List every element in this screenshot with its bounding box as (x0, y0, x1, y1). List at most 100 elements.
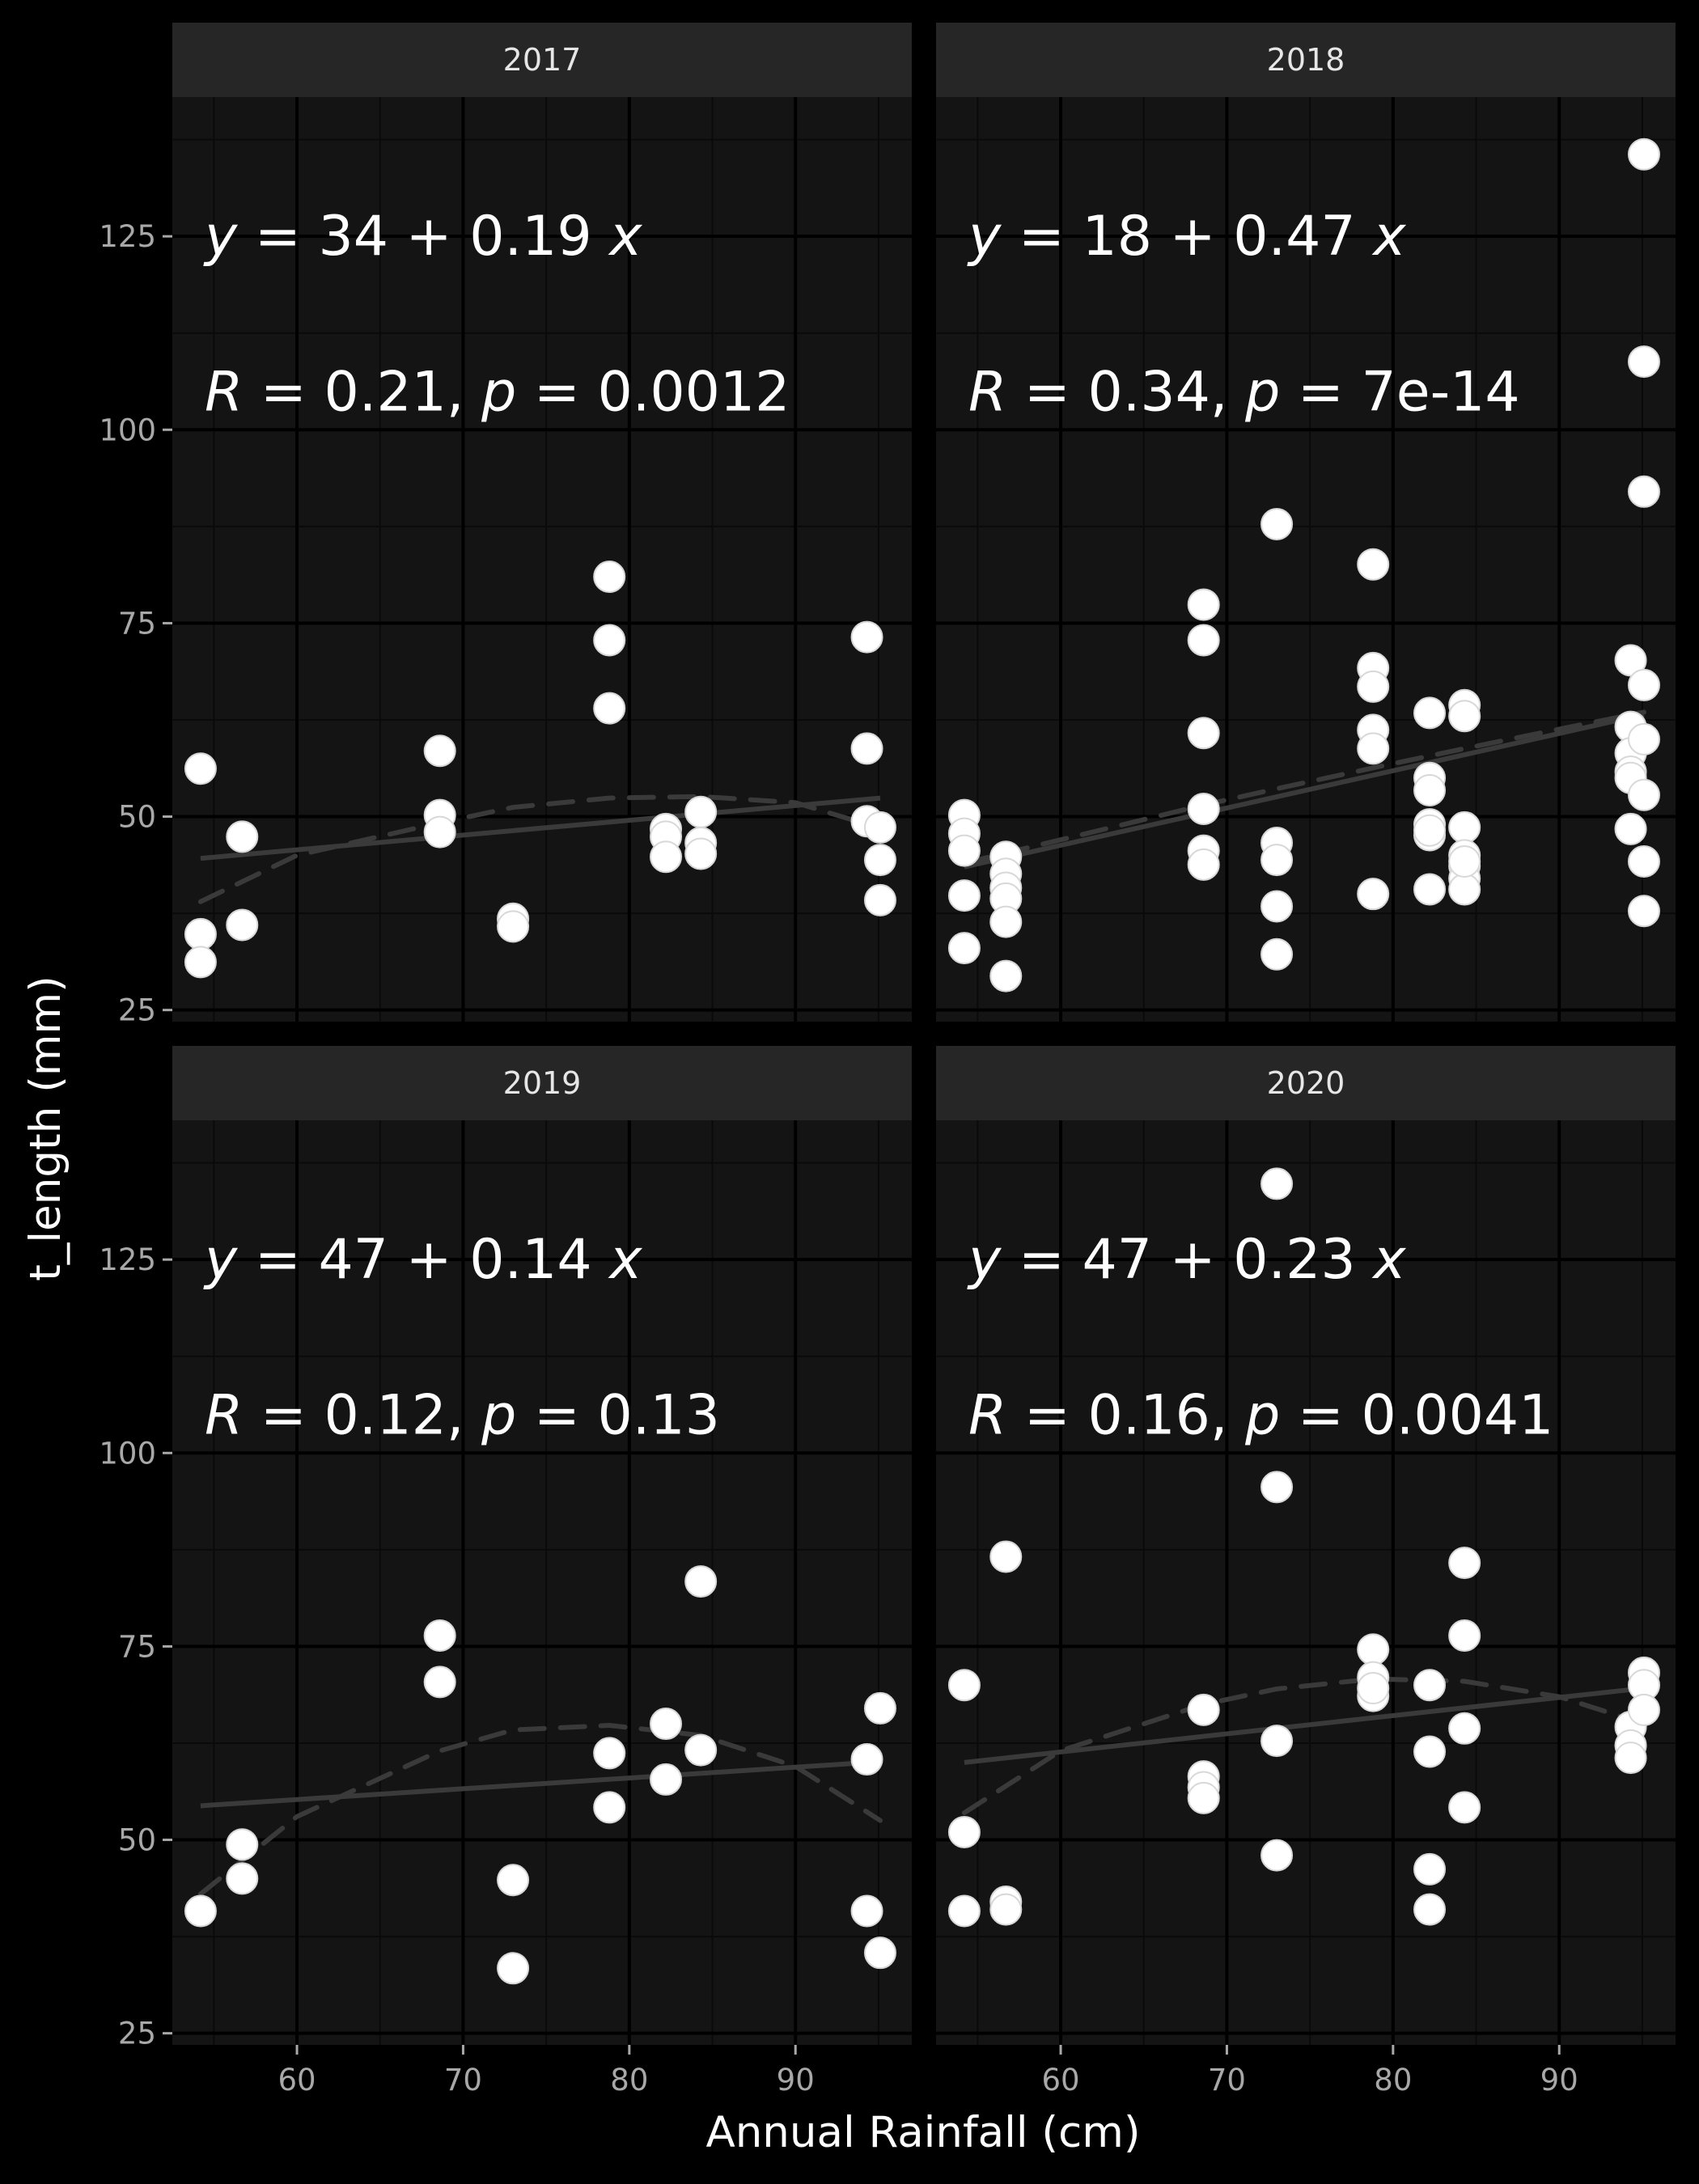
smooth-curve-2018 (961, 709, 1646, 866)
strip-label-2019: 2019 (503, 1065, 582, 1101)
equation-label-2020: y = 47 + 0.23 x (967, 1228, 1406, 1292)
data-point (1448, 700, 1481, 733)
data-point (1260, 844, 1294, 877)
data-point (989, 905, 1023, 938)
data-point (684, 1565, 718, 1598)
data-point (684, 837, 718, 870)
gridlines-2018 (936, 97, 1676, 1022)
panel-2019: 2019 y = 47 + 0.14 x R = 0.12, p = 0.13 (172, 1046, 912, 2045)
data-point (1357, 878, 1390, 911)
data-point (1187, 624, 1220, 657)
equation-label-2018: y = 18 + 0.47 x (967, 205, 1406, 269)
strip-2020 (936, 1046, 1676, 1120)
y-tick-label: 25 (118, 993, 156, 1028)
data-point (184, 1894, 217, 1928)
strip-2017 (172, 23, 912, 97)
data-point (1448, 811, 1481, 844)
data-point (1413, 1893, 1447, 1926)
data-point (423, 815, 456, 849)
data-point (1260, 1725, 1294, 1758)
data-point (1448, 1619, 1481, 1653)
data-point (1614, 812, 1647, 845)
y-tick-label: 100 (99, 413, 156, 447)
data-point (947, 1669, 981, 1702)
panel-2017: 2017 y = 34 + 0.19 x R = 0.21, p = 0.0012 (172, 23, 912, 1022)
x-tick-label: 90 (777, 2063, 815, 2097)
data-point (863, 811, 896, 844)
data-point (1627, 138, 1660, 171)
data-point (947, 932, 981, 965)
data-point (593, 692, 626, 725)
data-point (947, 834, 981, 867)
correlation-label-2020: R = 0.16, p = 0.0041 (968, 1383, 1553, 1447)
data-point (1614, 1742, 1647, 1775)
data-point (1357, 1633, 1390, 1666)
data-point (1260, 1839, 1294, 1872)
y-tick-label: 125 (99, 1242, 156, 1277)
data-point (1448, 1791, 1481, 1824)
data-point (1260, 1471, 1294, 1504)
data-point (684, 1733, 718, 1767)
data-point (989, 959, 1023, 993)
x-tick-label: 70 (444, 2063, 482, 2097)
regression-line-2018 (964, 712, 1645, 870)
data-point (1260, 507, 1294, 540)
smooth-curve-2019 (197, 1722, 883, 1897)
data-point (1627, 475, 1660, 508)
equation-label-2017: y = 34 + 0.19 x (203, 205, 642, 269)
data-point (423, 1666, 456, 1699)
axes-layer: 25 50 75 100 125 25 50 75 100 125 60 70 80 90 60 70 80 90 (99, 219, 1578, 2097)
data-point (1357, 1672, 1390, 1705)
gridlines-2019 (172, 1120, 912, 2045)
correlation-label-2017: R = 0.21, p = 0.0012 (205, 360, 790, 424)
data-point (1260, 1167, 1294, 1200)
data-point (850, 1894, 883, 1928)
data-point (1627, 845, 1660, 878)
y-tick-label: 125 (99, 219, 156, 254)
data-point (184, 917, 217, 950)
data-point (863, 1691, 896, 1725)
data-point (1627, 895, 1660, 928)
points-2018 (947, 138, 1660, 993)
y-tick-label: 50 (118, 1823, 156, 1858)
data-point (184, 752, 217, 785)
y-tick-label: 100 (99, 1436, 156, 1471)
data-point (947, 1815, 981, 1848)
data-point (1260, 938, 1294, 971)
data-point (423, 734, 456, 768)
data-point (184, 946, 217, 979)
panel-2018: 2018 y = 18 + 0.47 x R = 0.34, p = 7e-14 (936, 23, 1676, 1022)
data-point (863, 1936, 896, 1970)
data-point (863, 844, 896, 877)
regression-line-2017 (200, 795, 881, 861)
points-2020 (947, 1167, 1660, 1928)
x-tick-label: 90 (1540, 2063, 1578, 2097)
data-point (1448, 1712, 1481, 1745)
x-tick-label: 60 (1041, 2063, 1079, 2097)
data-point (1627, 1693, 1660, 1726)
data-point (593, 561, 626, 594)
data-point (850, 620, 883, 654)
data-point (650, 1763, 683, 1796)
data-point (989, 1893, 1023, 1926)
data-point (1413, 814, 1447, 847)
data-point (850, 732, 883, 765)
data-point (947, 1894, 981, 1928)
gridlines-2020 (936, 1120, 1676, 2045)
data-point (497, 1952, 530, 1985)
data-point (1413, 696, 1447, 730)
data-point (1187, 1693, 1220, 1726)
data-point (1260, 890, 1294, 923)
data-point (850, 1743, 883, 1776)
data-point (1187, 1781, 1220, 1814)
correlation-label-2019: R = 0.12, p = 0.13 (205, 1383, 720, 1447)
data-point (1413, 774, 1447, 807)
data-point (650, 1708, 683, 1741)
data-point (226, 820, 259, 853)
data-point (1187, 792, 1220, 825)
correlation-label-2018: R = 0.34, p = 7e-14 (968, 360, 1520, 424)
strip-2019 (172, 1046, 912, 1120)
y-axis-title: t_length (mm) (21, 976, 70, 1281)
x-tick-label: 70 (1208, 2063, 1246, 2097)
